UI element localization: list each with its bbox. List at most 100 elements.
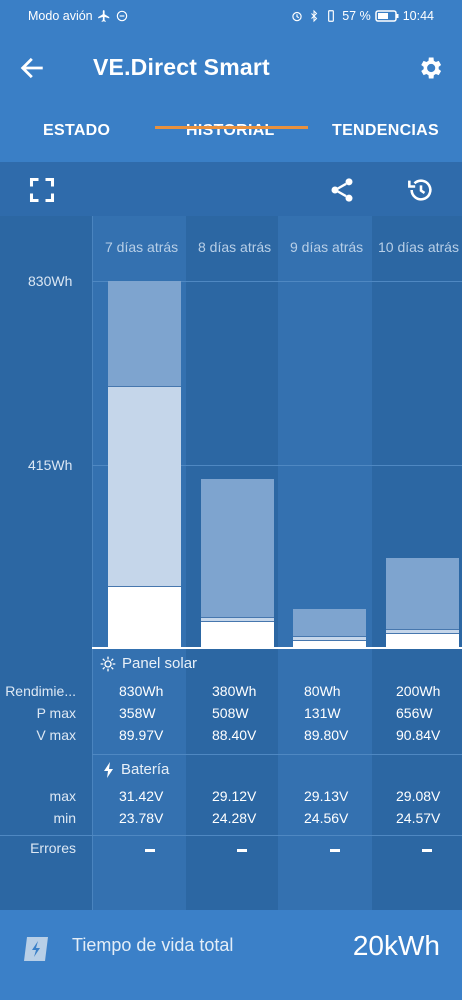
vmax-value: 89.97V (119, 727, 164, 743)
error-dash (330, 849, 340, 852)
row-label-errors: Errores (30, 840, 76, 856)
bar-segment (201, 618, 274, 621)
vmax-value: 89.80V (304, 727, 349, 743)
bar-segment (386, 634, 459, 648)
sun-icon (100, 656, 116, 671)
row-label-pmax: P max (36, 705, 76, 721)
row-label-max: max (49, 788, 76, 804)
row-label-min: min (53, 810, 76, 826)
yield-value: 830Wh (119, 683, 164, 699)
bar-segment (386, 630, 459, 633)
signal-icon (116, 10, 127, 22)
pmax-value: 131W (304, 705, 341, 721)
tab-tendencias[interactable]: TENDENCIAS (332, 122, 440, 139)
yield-value: 80Wh (304, 683, 341, 699)
battery-min-value: 23.78V (119, 810, 164, 826)
vmax-value: 88.40V (212, 727, 257, 743)
bar-segment (201, 622, 274, 648)
bar-yield[interactable] (293, 609, 366, 648)
battery-min-value: 24.56V (304, 810, 349, 826)
bar-segment (108, 587, 181, 648)
lifetime-footer: Tiempo de vida total 20kWh (0, 910, 462, 1000)
section-divider (92, 754, 462, 755)
battery-max-value: 29.08V (396, 788, 441, 804)
history-chart[interactable]: 830Wh 415Wh 7 días atrás 8 días atrás 9 … (0, 216, 462, 910)
share-icon[interactable] (328, 176, 356, 204)
y-axis-line (92, 216, 93, 910)
day-label: 7 días atrás (105, 239, 179, 255)
bar-segment (293, 637, 366, 640)
bar-segment-divider (108, 386, 181, 387)
bar-segment-divider (108, 586, 181, 587)
yield-value: 200Wh (396, 683, 441, 699)
yield-value: 380Wh (212, 683, 257, 699)
solar-section-header: Panel solar (100, 655, 197, 672)
fullscreen-icon[interactable] (28, 176, 56, 204)
day-column-band (278, 216, 372, 910)
bar-segment-divider (201, 621, 274, 622)
battery-min-value: 24.28V (212, 810, 257, 826)
tab-historial[interactable]: HISTORIAL (186, 122, 275, 139)
bar-segment-divider (293, 636, 366, 637)
clock-time: 10:44 (402, 9, 434, 23)
gridline-415 (92, 465, 462, 466)
battery-section-header: Batería (103, 761, 169, 778)
row-label-vmax: V max (36, 727, 76, 743)
history-icon[interactable] (407, 176, 435, 204)
bar-yield[interactable] (386, 558, 459, 648)
battery-max-value: 29.12V (212, 788, 257, 804)
history-toolbar (0, 162, 462, 217)
alarm-icon (292, 11, 302, 22)
status-mode-text: Modo avión (28, 9, 93, 23)
app-bar: VE.Direct Smart ESTADO HISTORIAL TENDENC… (0, 32, 462, 162)
bar-segment-divider (293, 640, 366, 641)
bar-yield[interactable] (201, 479, 274, 648)
day-label: 8 días atrás (198, 239, 272, 255)
status-bar: Modo avión 57 % 10:44 (0, 0, 462, 32)
gear-icon[interactable] (416, 54, 444, 82)
lifetime-value: 20kWh (352, 930, 440, 961)
pmax-value: 358W (119, 705, 156, 721)
page-title: VE.Direct Smart (93, 54, 270, 80)
tab-indicator (155, 126, 308, 129)
lightning-icon (104, 761, 113, 778)
day-label: 9 días atrás (290, 239, 364, 255)
pmax-value: 656W (396, 705, 433, 721)
solar-section-title: Panel solar (122, 655, 198, 672)
bar-segment (108, 281, 181, 386)
bar-yield[interactable] (108, 281, 181, 648)
error-dash (422, 849, 432, 852)
bar-segment-divider (201, 617, 274, 618)
battery-section-title: Batería (121, 761, 170, 778)
lightning-badge-icon (24, 937, 48, 961)
day-label: 10 días atrás (378, 239, 459, 255)
section-divider (0, 835, 462, 836)
vmax-value: 90.84V (396, 727, 441, 743)
pmax-value: 508W (212, 705, 249, 721)
back-arrow-icon[interactable] (18, 54, 46, 82)
lifetime-label: Tiempo de vida total (72, 935, 234, 955)
airplane-icon (97, 10, 109, 22)
y-tick-label: 830Wh (28, 273, 73, 289)
battery-min-value: 24.57V (396, 810, 441, 826)
battery-max-value: 29.13V (304, 788, 349, 804)
tab-estado[interactable]: ESTADO (43, 122, 111, 139)
error-dash (237, 849, 247, 852)
y-tick-label: 415Wh (28, 457, 73, 473)
gridline-830 (92, 281, 462, 282)
error-dash (145, 849, 155, 852)
battery-max-value: 31.42V (119, 788, 164, 804)
bar-segment (201, 479, 274, 617)
row-label-yield: Rendimie... (5, 683, 76, 699)
bar-segment (386, 558, 459, 629)
tab-bar: ESTADO HISTORIAL TENDENCIAS (0, 114, 462, 162)
x-axis-line (92, 647, 462, 649)
bar-segment (293, 641, 366, 648)
battery-percent: 57 % (342, 9, 371, 23)
bar-segment (293, 609, 366, 636)
bar-segment (108, 387, 181, 586)
battery-icon (374, 10, 399, 22)
bluetooth-icon (311, 9, 318, 23)
bar-segment-divider (386, 629, 459, 630)
vibrate-icon (328, 10, 335, 22)
